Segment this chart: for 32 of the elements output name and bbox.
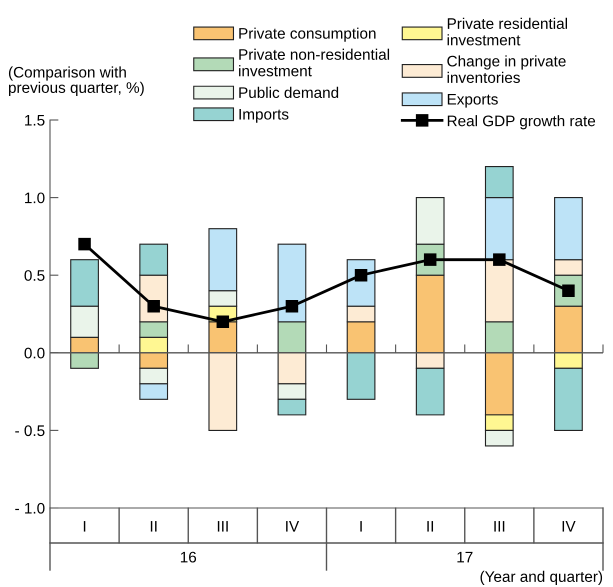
legend-label: Exports bbox=[448, 94, 498, 108]
legend-label: Private residential investment bbox=[448, 18, 567, 46]
x-tick-label: II bbox=[427, 521, 434, 532]
x-tick-label: III bbox=[494, 521, 504, 532]
y-tick-label: 1.0 bbox=[25, 192, 45, 204]
legend-label: Imports bbox=[239, 109, 288, 123]
legend-label: Real GDP growth rate bbox=[448, 115, 596, 130]
point bbox=[286, 300, 298, 312]
legend-label: Public demand bbox=[239, 86, 338, 98]
point bbox=[354, 268, 368, 282]
text: 16 bbox=[180, 552, 196, 563]
point bbox=[216, 316, 230, 328]
x-tick-label: I bbox=[84, 521, 86, 532]
y-tick-label: 1.5 bbox=[25, 115, 44, 126]
point bbox=[493, 253, 506, 266]
y-tick-label: 0.0 bbox=[24, 348, 45, 358]
legend-label: Private consumption bbox=[239, 28, 376, 42]
y-axis-title: (Comparison with previous quarter, %) bbox=[8, 66, 144, 96]
legend-label: Change in private inventories bbox=[447, 55, 566, 83]
text: 17 bbox=[457, 552, 472, 562]
point bbox=[78, 238, 91, 250]
x-axis-title: (Year and quarter) bbox=[480, 570, 602, 585]
legend-label: Private non-residential investment bbox=[239, 48, 390, 76]
x-tick-label: IV bbox=[562, 521, 576, 532]
y-tick-label: - 1.0 bbox=[15, 502, 45, 514]
x-tick-label: IV bbox=[286, 521, 300, 532]
x-tick-label: II bbox=[150, 521, 157, 532]
point bbox=[147, 300, 160, 312]
y-tick-label: 0.5 bbox=[24, 270, 44, 281]
x-tick-label: III bbox=[218, 521, 228, 532]
x-tick-label: I bbox=[360, 521, 362, 532]
y-tick-label: - 0.5 bbox=[15, 425, 44, 436]
